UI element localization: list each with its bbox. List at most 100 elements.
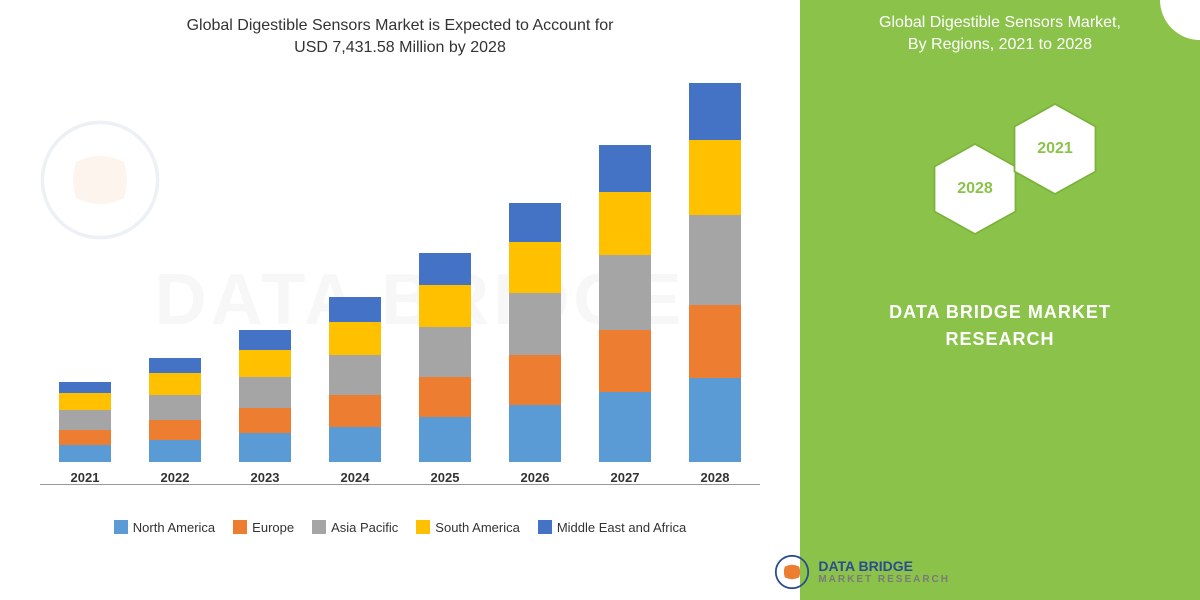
bar-label: 2021 bbox=[71, 470, 100, 485]
footer-logo-line1: DATA BRIDGE bbox=[818, 559, 950, 574]
bar-segment bbox=[689, 83, 741, 140]
bar-segment bbox=[149, 420, 201, 440]
bar-segment bbox=[149, 395, 201, 420]
bar-segment bbox=[239, 377, 291, 409]
bar-segment bbox=[329, 395, 381, 427]
hexagon-label-1: 2028 bbox=[957, 180, 993, 198]
chart-panel: Global Digestible Sensors Market is Expe… bbox=[0, 0, 800, 600]
bar-segment bbox=[59, 430, 111, 445]
bar-segment bbox=[689, 378, 741, 461]
footer-logo-icon bbox=[774, 554, 810, 590]
bar-segment bbox=[419, 377, 471, 417]
chart-title: Global Digestible Sensors Market is Expe… bbox=[0, 0, 800, 65]
legend-item: North America bbox=[114, 520, 215, 535]
bar-segment bbox=[599, 330, 651, 392]
legend-label: Europe bbox=[252, 520, 294, 535]
bar-segment bbox=[599, 392, 651, 462]
bar-segment bbox=[509, 203, 561, 241]
right-title-line2: By Regions, 2021 to 2028 bbox=[908, 36, 1092, 53]
hexagon-label-2: 2021 bbox=[1037, 140, 1073, 158]
bar-stack bbox=[239, 330, 291, 462]
legend-label: Middle East and Africa bbox=[557, 520, 686, 535]
bar-stack bbox=[599, 145, 651, 462]
bar-segment bbox=[329, 427, 381, 462]
legend-swatch bbox=[114, 520, 128, 534]
bar-segment bbox=[329, 297, 381, 322]
bar-segment bbox=[599, 145, 651, 192]
bar-segment bbox=[59, 445, 111, 462]
bar-segment bbox=[239, 408, 291, 433]
legend-swatch bbox=[233, 520, 247, 534]
hexagon-2028: 2028 bbox=[930, 139, 1020, 239]
bar-group: 2025 bbox=[415, 253, 475, 484]
bar-segment bbox=[689, 215, 741, 305]
bar-segment bbox=[239, 330, 291, 350]
legend-item: Asia Pacific bbox=[312, 520, 398, 535]
bar-label: 2028 bbox=[701, 470, 730, 485]
bar-segment bbox=[599, 192, 651, 255]
bar-segment bbox=[239, 433, 291, 461]
bar-segment bbox=[419, 417, 471, 462]
chart-legend: North America Europe Asia Pacific South Ame… bbox=[0, 520, 800, 535]
brand-text: DATA BRIDGE MARKET RESEARCH bbox=[800, 299, 1200, 353]
bar-segment bbox=[149, 373, 201, 395]
chart-title-line2: USD 7,431.58 Million by 2028 bbox=[294, 39, 506, 56]
footer-logo-line2: MARKET RESEARCH bbox=[818, 574, 950, 585]
bar-stack bbox=[419, 253, 471, 461]
legend-label: South America bbox=[435, 520, 520, 535]
legend-item: Europe bbox=[233, 520, 294, 535]
bar-group: 2024 bbox=[325, 297, 385, 485]
bar-group: 2028 bbox=[685, 83, 745, 484]
bar-stack bbox=[509, 203, 561, 461]
bar-label: 2024 bbox=[341, 470, 370, 485]
footer-logo-text: DATA BRIDGE MARKET RESEARCH bbox=[818, 559, 950, 585]
chart-area: 2021 2022 2023 2024 2025 2026 2027 2028 bbox=[20, 75, 780, 515]
bar-segment bbox=[509, 293, 561, 355]
bar-segment bbox=[329, 322, 381, 355]
bar-segment bbox=[509, 242, 561, 294]
bar-group: 2023 bbox=[235, 330, 295, 485]
chart-title-line1: Global Digestible Sensors Market is Expe… bbox=[187, 17, 614, 34]
legend-item: South America bbox=[416, 520, 520, 535]
bar-segment bbox=[419, 327, 471, 377]
brand-line2: RESEARCH bbox=[945, 329, 1054, 349]
bar-group: 2027 bbox=[595, 145, 655, 485]
bar-segment bbox=[239, 350, 291, 377]
bar-stack bbox=[689, 83, 741, 461]
bar-segment bbox=[509, 355, 561, 405]
right-panel: Global Digestible Sensors Market, By Reg… bbox=[800, 0, 1200, 600]
bar-segment bbox=[59, 410, 111, 430]
bar-group: 2022 bbox=[145, 358, 205, 484]
bar-segment bbox=[59, 382, 111, 394]
bar-group: 2021 bbox=[55, 382, 115, 485]
hexagon-2021: 2021 bbox=[1010, 99, 1100, 199]
bar-segment bbox=[689, 140, 741, 215]
legend-swatch bbox=[312, 520, 326, 534]
bar-segment bbox=[689, 305, 741, 378]
hexagon-group: 2028 2021 bbox=[800, 99, 1200, 259]
legend-swatch bbox=[538, 520, 552, 534]
bar-segment bbox=[599, 255, 651, 330]
bar-segment bbox=[149, 358, 201, 373]
bar-segment bbox=[329, 355, 381, 395]
brand-line1: DATA BRIDGE MARKET bbox=[889, 302, 1111, 322]
bar-segment bbox=[419, 285, 471, 327]
bar-label: 2022 bbox=[161, 470, 190, 485]
legend-item: Middle East and Africa bbox=[538, 520, 686, 535]
right-panel-title: Global Digestible Sensors Market, By Reg… bbox=[800, 0, 1200, 69]
legend-swatch bbox=[416, 520, 430, 534]
footer-logo: DATA BRIDGE MARKET RESEARCH bbox=[774, 554, 950, 590]
bar-stack bbox=[59, 382, 111, 462]
bar-label: 2027 bbox=[611, 470, 640, 485]
bar-stack bbox=[149, 358, 201, 461]
bar-segment bbox=[149, 440, 201, 462]
bar-label: 2025 bbox=[431, 470, 460, 485]
right-title-line1: Global Digestible Sensors Market, bbox=[879, 14, 1121, 31]
bar-group: 2026 bbox=[505, 203, 565, 484]
legend-label: Asia Pacific bbox=[331, 520, 398, 535]
legend-label: North America bbox=[133, 520, 215, 535]
bar-segment bbox=[59, 393, 111, 410]
bar-stack bbox=[329, 297, 381, 462]
bar-segment bbox=[419, 253, 471, 285]
bars-container: 2021 2022 2023 2024 2025 2026 2027 2028 bbox=[40, 85, 760, 485]
